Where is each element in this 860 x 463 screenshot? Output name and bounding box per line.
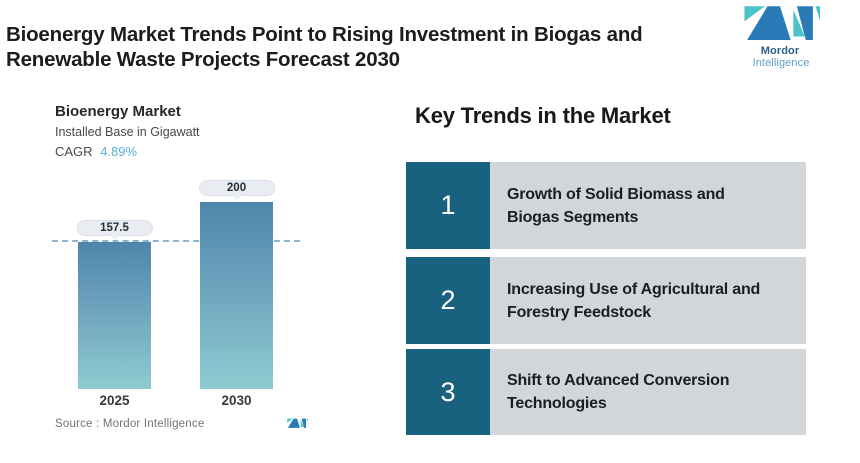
page-title: Bioenergy Market Trends Point to Rising … <box>6 23 643 71</box>
chart-cagr: CAGR 4.89% <box>55 144 137 159</box>
data-label-2025-value: 157.5 <box>100 221 129 234</box>
chart-title: Bioenergy Market <box>55 103 181 120</box>
data-label-pointer-icon <box>109 234 120 240</box>
bar-2030 <box>200 202 273 389</box>
data-label-2030-value: 200 <box>226 182 247 194</box>
mordor-intelligence-mini-logo-icon <box>287 418 308 428</box>
trend-number-badge: 2 <box>406 257 490 344</box>
trend-text: Shift to Advanced Conversion Technologie… <box>490 349 806 435</box>
data-label-2025: 157.5 <box>76 219 153 240</box>
trend-item-1: 1 Growth of Solid Biomass and Biogas Seg… <box>406 162 806 249</box>
source-attribution: Source : Mordor Intelligence <box>55 418 205 430</box>
chart-subtitle: Installed Base in Gigawatt <box>55 125 200 139</box>
trend-text: Increasing Use of Agricultural and Fores… <box>490 257 806 344</box>
key-trends-heading: Key Trends in the Market <box>415 103 671 128</box>
logo-word-mordor: Mordor <box>760 45 800 57</box>
logo-wordmark: Mordor Intelligence <box>730 45 830 69</box>
trend-item-2: 2 Increasing Use of Agricultural and For… <box>406 257 806 344</box>
x-axis-label-2025: 2025 <box>99 393 130 408</box>
trend-text: Growth of Solid Biomass and Biogas Segme… <box>490 162 806 249</box>
bar-2025 <box>78 241 151 389</box>
trend-item-3: 3 Shift to Advanced Conversion Technolog… <box>406 349 806 435</box>
data-label-pointer-icon <box>231 195 242 200</box>
mordor-intelligence-logo-icon <box>744 6 820 41</box>
logo-word-intelligence: Intelligence <box>752 57 810 69</box>
trend-number-badge: 1 <box>406 162 490 249</box>
trend-number-badge: 3 <box>406 349 490 435</box>
x-axis-label-2030: 2030 <box>221 393 252 408</box>
data-label-2030: 200 <box>198 180 275 200</box>
cagr-value: 4.89% <box>100 144 138 159</box>
mordor-intelligence-logo: Mordor Intelligence <box>730 4 830 69</box>
cagr-label: CAGR <box>55 144 93 159</box>
reference-dashed-line <box>52 239 300 242</box>
